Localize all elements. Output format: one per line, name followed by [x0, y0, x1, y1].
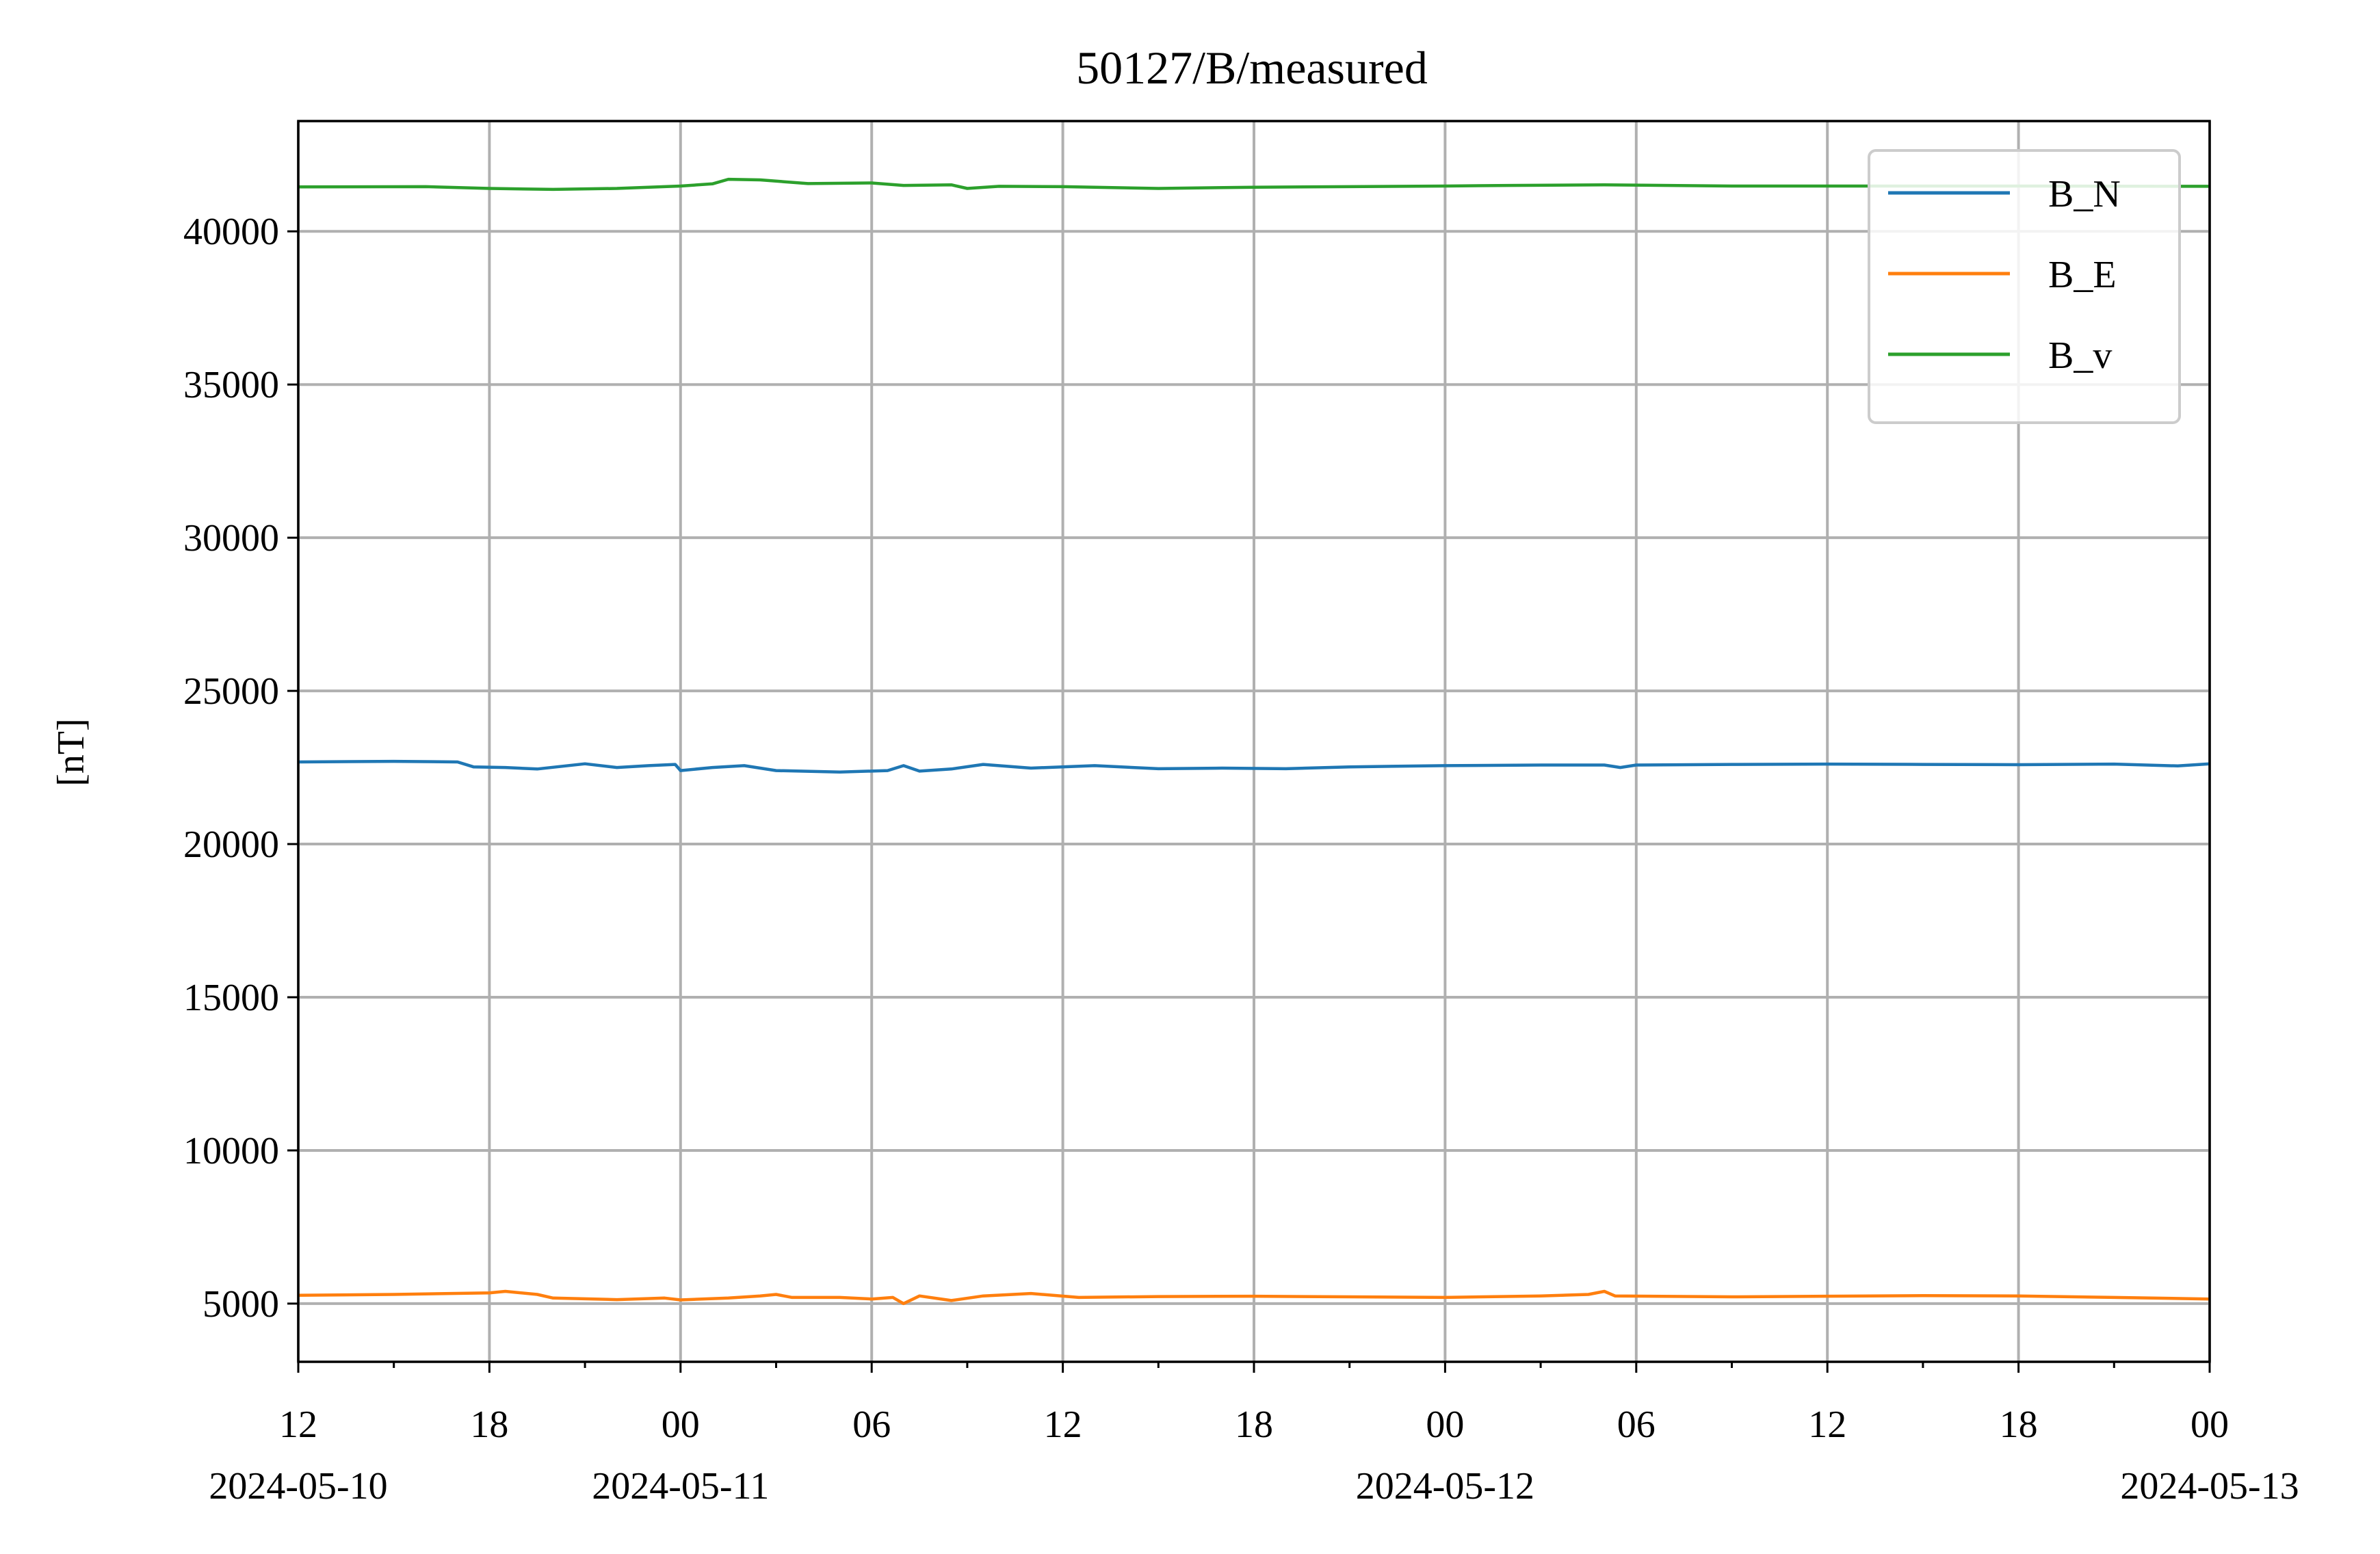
x-tick-label: 00: [1426, 1404, 1464, 1446]
series-line-b-e: [298, 1289, 2210, 1306]
y-tick-label: 5000: [202, 1283, 279, 1326]
y-tick-label: 20000: [183, 824, 279, 866]
x-tick-label: 00: [2191, 1404, 2229, 1446]
y-axis-label: [nT]: [50, 718, 92, 787]
x-tick-label: 12: [1808, 1404, 1846, 1446]
x-tick-label: 18: [2000, 1404, 2038, 1446]
y-tick-label: 40000: [183, 211, 279, 253]
x-tick-label: 06: [1617, 1404, 1656, 1446]
y-tick-label: 25000: [183, 670, 279, 713]
legend: B_N B_E B_v: [1868, 149, 2181, 424]
x-tick-label: 00: [662, 1404, 700, 1446]
plot-series: [298, 177, 2210, 1306]
x-tick-date-label: 2024-05-11: [592, 1465, 769, 1507]
chart-title: 50127/B/measured: [1076, 42, 1428, 94]
legend-label-b-e: B_E: [2048, 254, 2117, 296]
y-tick-label: 15000: [183, 977, 279, 1019]
y-tick-label: 10000: [183, 1130, 279, 1172]
x-tick-date-label: 2024-05-13: [2120, 1465, 2299, 1507]
axis-ticks: 5000 10000 15000 20000 25000 30000 35000 40000 1…: [183, 211, 2299, 1507]
x-tick-label: 18: [470, 1404, 508, 1446]
series-line-b-v: [298, 177, 2210, 192]
y-tick-label: 30000: [183, 517, 279, 559]
x-tick-label: 12: [1044, 1404, 1082, 1446]
legend-label-b-v: B_v: [2048, 334, 2112, 377]
series-line-b-n: [298, 759, 2210, 774]
x-tick-label: 18: [1235, 1404, 1273, 1446]
y-tick-label: 35000: [183, 364, 279, 406]
x-tick-label: 06: [852, 1404, 891, 1446]
legend-label-b-n: B_N: [2048, 173, 2121, 215]
x-tick-label: 12: [279, 1404, 317, 1446]
x-tick-date-label: 2024-05-10: [209, 1465, 387, 1507]
x-tick-date-label: 2024-05-12: [1356, 1465, 1534, 1507]
